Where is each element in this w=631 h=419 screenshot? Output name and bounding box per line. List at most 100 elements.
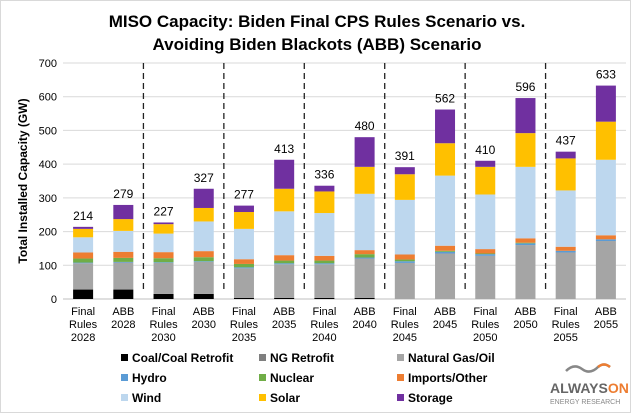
bar-segment-nuclear (274, 260, 295, 264)
total-label: 480 (355, 119, 375, 133)
bar-segment-storage (354, 137, 375, 167)
bar-segment-solar (274, 188, 295, 212)
bar-segment-storage (274, 159, 295, 189)
x-tick-label: ABB (434, 306, 456, 318)
x-tick-label: Rules (471, 319, 500, 331)
x-tick-label: 2028 (71, 332, 95, 344)
bar-segment-wind (153, 233, 174, 253)
x-tick-label: 2055 (594, 319, 618, 331)
bar-segment-coal-coal-retrofit (233, 297, 254, 299)
total-label: 562 (435, 92, 455, 106)
bar-segment-solar (555, 158, 576, 191)
total-label: 596 (515, 80, 535, 94)
bar-segment-imports-other (394, 254, 415, 260)
x-tick-label: 2050 (513, 319, 537, 331)
bar-segment-solar (193, 207, 214, 222)
bar-segment-nuclear (354, 254, 375, 258)
y-tick-label: 100 (39, 260, 57, 272)
legend-swatch (397, 394, 404, 401)
bar-segment-storage (314, 185, 335, 192)
bar-segment-wind (515, 166, 536, 239)
x-tick-label: Rules (391, 319, 420, 331)
bar-segment-imports-other (274, 255, 295, 261)
bar-segment-wind (314, 213, 335, 256)
bar-segment-nuclear (233, 263, 254, 268)
bar-segment-solar (595, 121, 616, 160)
bar-segment-imports-other (153, 252, 174, 259)
bar-segment-nuclear (394, 259, 415, 262)
y-axis-label: Total Installed Capacity (GW) (16, 98, 30, 263)
legend-label: Storage (408, 391, 453, 405)
y-tick-label: 300 (39, 193, 57, 205)
legend-label: Wind (132, 391, 161, 405)
bar-segment-natural-gas-oil (274, 264, 295, 298)
legend-label: Nuclear (270, 371, 314, 385)
bar-segment-natural-gas-oil (113, 262, 134, 290)
bar-segment-coal-coal-retrofit (274, 297, 295, 299)
bar-segment-storage (193, 188, 214, 208)
bar-segment-coal-coal-retrofit (113, 289, 134, 299)
bar-segment-storage (73, 226, 94, 229)
bar-segment-wind (595, 159, 616, 236)
bar-segment-solar (515, 133, 536, 167)
bar-segment-natural-gas-oil (394, 262, 415, 299)
chart-title-line-1: MISO Capacity: Biden Final CPS Rules Sce… (109, 12, 526, 31)
legend-swatch (397, 354, 404, 361)
bar-segment-wind (274, 211, 295, 256)
legend-swatch (259, 374, 266, 381)
bar-segment-natural-gas-oil (555, 252, 576, 299)
bar-segment-nuclear (193, 257, 214, 262)
y-tick-label: 200 (39, 227, 57, 239)
bar-segment-natural-gas-oil (354, 258, 375, 298)
bar-segment-imports-other (555, 246, 576, 251)
bar-segment-natural-gas-oil (233, 268, 254, 298)
bar-segment-hydro (435, 251, 456, 254)
bar-segment-solar (394, 174, 415, 200)
logo-brand: ALWAYSON (550, 380, 629, 396)
bar-segment-hydro (314, 263, 335, 265)
bar-segment-solar (73, 228, 94, 238)
bar-segment-solar (435, 143, 456, 176)
legend-label: NG Retrofit (270, 351, 334, 365)
bar-segment-hydro (515, 243, 536, 246)
total-label: 391 (395, 149, 415, 163)
bar-segment-solar (233, 212, 254, 229)
bar-segment-imports-other (113, 251, 134, 258)
x-tick-label: Final (554, 306, 578, 318)
bar-segment-storage (475, 160, 496, 167)
bar-segment-storage (113, 204, 134, 220)
bar-segment-solar (113, 219, 134, 231)
bar-segment-storage (595, 85, 616, 122)
x-tick-label: 2030 (151, 332, 175, 344)
x-tick-label: Rules (310, 319, 339, 331)
bar-segment-imports-other (233, 259, 254, 264)
total-label: 410 (475, 143, 495, 157)
total-label: 214 (73, 209, 93, 223)
total-label: 633 (596, 68, 616, 82)
bar-segment-wind (394, 199, 415, 255)
bar-segment-storage (153, 222, 174, 225)
bar-segment-wind (73, 237, 94, 253)
bar-segment-wind (475, 194, 496, 250)
y-tick-label: 700 (39, 58, 57, 70)
x-tick-label: 2028 (111, 319, 135, 331)
bar-segment-hydro (595, 239, 616, 242)
bar-segment-coal-coal-retrofit (354, 297, 375, 299)
bar-segment-coal-coal-retrofit (314, 297, 335, 299)
bar-segment-storage (555, 151, 576, 159)
x-tick-label: ABB (514, 306, 536, 318)
bar-segment-natural-gas-oil (515, 245, 536, 299)
bar-segment-hydro (555, 250, 576, 253)
x-tick-label: ABB (193, 306, 215, 318)
y-tick-label: 600 (39, 92, 57, 104)
x-tick-label: Rules (230, 319, 259, 331)
bar-segment-hydro (113, 261, 134, 263)
bar-segment-hydro (233, 267, 254, 269)
x-tick-label: 2035 (272, 319, 296, 331)
bar-segment-natural-gas-oil (314, 264, 335, 298)
legend-label: Natural Gas/Oil (408, 351, 495, 365)
bar-segment-natural-gas-oil (73, 263, 94, 290)
x-tick-label: 2030 (192, 319, 216, 331)
x-tick-label: 2040 (352, 319, 376, 331)
